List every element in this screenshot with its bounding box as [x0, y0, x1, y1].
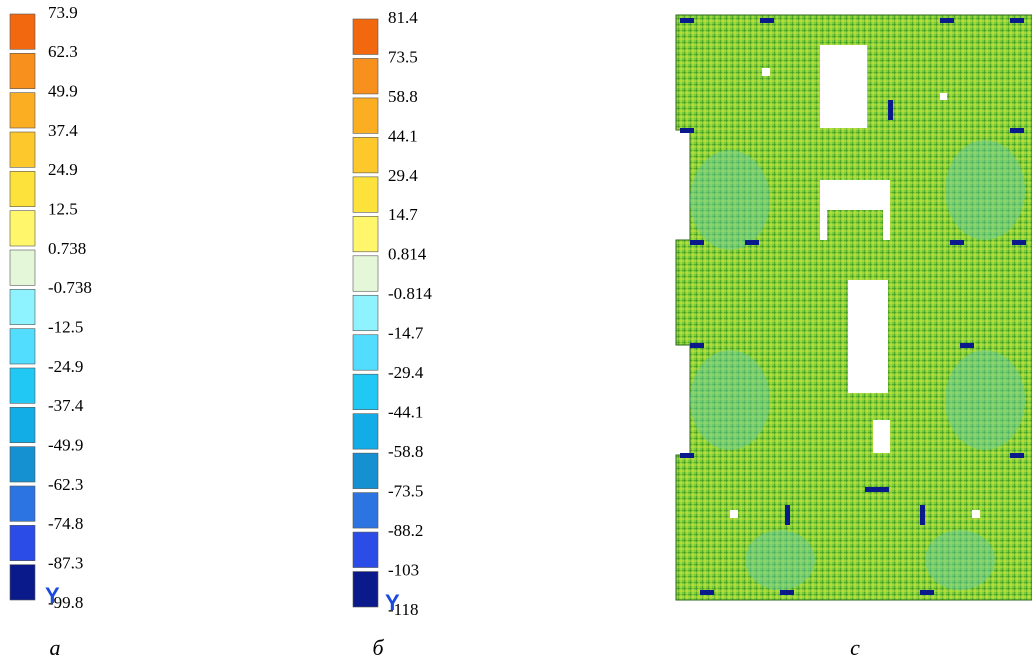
legend-swatch: [353, 256, 378, 291]
legend-swatch: [353, 177, 378, 212]
legend-label: 81.4: [388, 8, 418, 27]
legend-label: 14.7: [388, 205, 418, 224]
legend-label: -88.2: [388, 521, 423, 540]
axis-marker: Y: [385, 590, 400, 615]
legend-swatch: [353, 137, 378, 172]
legend-swatch: [10, 407, 35, 442]
legend-label: 49.9: [48, 82, 78, 101]
legend-swatch: [10, 486, 35, 521]
legend-label: -62.3: [48, 475, 83, 494]
legend-swatch: [353, 335, 378, 370]
legend-label: -58.8: [388, 442, 423, 461]
slab-plot: [676, 15, 1032, 600]
legend-swatch: [10, 14, 35, 49]
caption: c: [850, 635, 860, 660]
legend-swatch: [353, 98, 378, 133]
legend-label: -24.9: [48, 357, 83, 376]
legend-swatch: [353, 58, 378, 93]
legend-label: 29.4: [388, 166, 418, 185]
legend-label: -29.4: [388, 363, 424, 382]
legend-label: -0.738: [48, 278, 92, 297]
legend-label: 58.8: [388, 87, 418, 106]
legend-swatch: [10, 329, 35, 364]
legend-swatch: [10, 53, 35, 88]
legend-label: -44.1: [388, 403, 423, 422]
legend-label: -103: [388, 560, 419, 579]
legend-swatch: [353, 453, 378, 488]
caption: a: [50, 635, 61, 660]
legend-swatch: [10, 171, 35, 206]
legend-swatch: [353, 493, 378, 528]
figure: 73.9 62.3 49.9 37.4 24.9 12.5 0.738 -0.738 -12.5…: [0, 0, 1032, 663]
axis-marker: Y: [45, 583, 60, 608]
legend-swatch: [353, 414, 378, 449]
legend-label: 12.5: [48, 200, 78, 219]
legend-swatch: [10, 289, 35, 324]
legend-label: -87.3: [48, 554, 83, 573]
legend-label: -14.7: [388, 324, 424, 343]
legend-label: -0.814: [388, 284, 432, 303]
legend-swatch: [353, 572, 378, 607]
legend-swatch: [10, 525, 35, 560]
legend-swatch: [353, 19, 378, 54]
legend-swatch: [353, 216, 378, 251]
caption: б: [372, 635, 384, 660]
legend-label: 0.738: [48, 239, 86, 258]
legend-swatch: [10, 132, 35, 167]
legend-swatch: [353, 295, 378, 330]
legend-label: 62.3: [48, 42, 78, 61]
legend-label: 44.1: [388, 126, 418, 145]
legend-swatch: [353, 374, 378, 409]
legend-label: -37.4: [48, 396, 84, 415]
legend-label: -49.9: [48, 436, 83, 455]
legend-swatch: [10, 93, 35, 128]
legend-swatch: [10, 250, 35, 285]
legend-label: 24.9: [48, 160, 78, 179]
legend-swatch: [353, 532, 378, 567]
legend-label: 37.4: [48, 121, 78, 140]
legend-label: -73.5: [388, 482, 423, 501]
legend-label: 0.814: [388, 245, 427, 264]
legend-label: -74.8: [48, 514, 83, 533]
legend-label: 73.5: [388, 47, 418, 66]
legend-swatch: [10, 368, 35, 403]
legend-swatch: [10, 447, 35, 482]
legend-swatch: [10, 565, 35, 600]
legend-label: 73.9: [48, 3, 78, 22]
legend-label: -12.5: [48, 318, 83, 337]
legend-swatch: [10, 211, 35, 246]
